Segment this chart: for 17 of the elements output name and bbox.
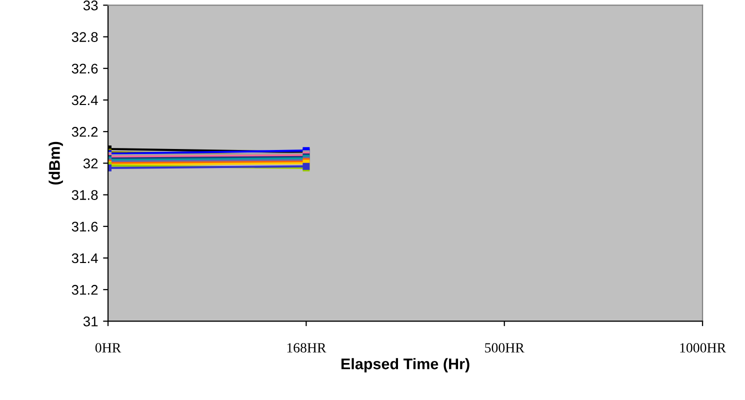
x-tick-label: 1000HR xyxy=(680,343,726,352)
y-tick-label: 32 xyxy=(83,158,98,168)
x-tick-label: 0HR xyxy=(95,343,122,352)
y-tick-label: 31.4 xyxy=(72,253,98,264)
y-tick-label: 31.2 xyxy=(72,284,98,295)
y-tick-label: 32.6 xyxy=(72,64,98,74)
x-tick-label: 168HR xyxy=(287,343,326,352)
x-tick-label: 500HR xyxy=(485,343,524,352)
y-axis-title: (dBm) xyxy=(48,142,63,184)
x-axis-title: Elapsed Time (Hr) xyxy=(341,358,470,372)
y-tick-label: 32.4 xyxy=(72,95,98,106)
y-tick-label: 32.2 xyxy=(72,126,98,137)
y-tick-label: 31 xyxy=(83,316,98,326)
y-tick-label: 31.6 xyxy=(72,222,98,232)
y-tick-label: 31.8 xyxy=(72,190,98,200)
y-tick-label: 33 xyxy=(83,0,98,10)
y-tick-label: 32.8 xyxy=(72,32,98,42)
